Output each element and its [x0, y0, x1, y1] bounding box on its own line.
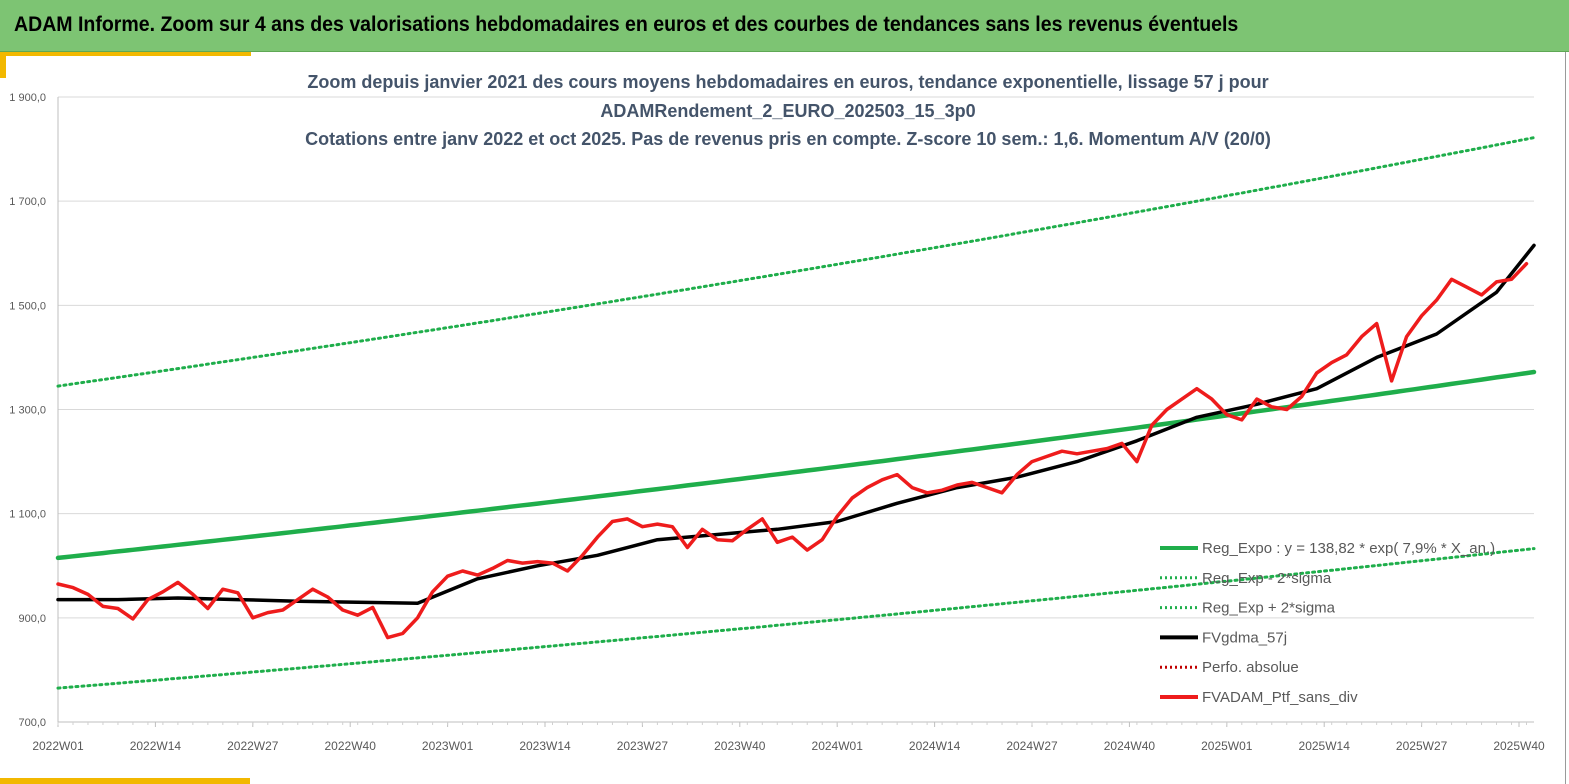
- x-tick-label: 2022W27: [227, 739, 279, 753]
- gridlines: [58, 96, 1534, 723]
- frame-border-right: [1565, 52, 1566, 784]
- y-tick-label: 900,0: [18, 613, 46, 625]
- accent-bar-left: [0, 52, 6, 78]
- x-tick-label: 2025W14: [1299, 739, 1351, 753]
- accent-bar-bottom: [0, 778, 250, 784]
- x-tick-label: 2022W01: [32, 739, 84, 753]
- x-tick-label: 2023W27: [617, 739, 669, 753]
- x-tick-label: 2025W40: [1493, 739, 1545, 753]
- page-title: ADAM Informe. Zoom sur 4 ans des valoris…: [14, 13, 1239, 36]
- x-tick-label: 2024W40: [1104, 739, 1156, 753]
- y-axis: 700,0 900,0 1 100,0 1 300,0 1 500,0 1 700,0 1 …: [9, 92, 59, 729]
- y-tick-label: 1 500,0: [9, 300, 46, 312]
- series-line-fvadam-ptf-sans-div: [56, 261, 1529, 640]
- legend-label: FVADAM_Ptf_sans_div: [1202, 689, 1358, 706]
- x-tick-label: 2024W27: [1006, 739, 1058, 753]
- x-tick-label: 2023W01: [422, 739, 474, 753]
- series-line-reg-exp-2-sigma: [56, 547, 1536, 690]
- chart-title-line-2: ADAMRendement_2_EURO_202503_15_3p0: [600, 101, 975, 121]
- x-tick-label: 2025W01: [1201, 739, 1253, 753]
- accent-bar-top: [6, 52, 251, 56]
- x-tick-label: 2022W14: [130, 739, 182, 753]
- series-line-reg-expo: [55, 369, 1537, 561]
- x-tick-label: 2024W01: [812, 739, 864, 753]
- x-tick-label: 2023W40: [714, 739, 766, 753]
- legend-label: Perfo. absolue: [1202, 659, 1299, 676]
- x-tick-label: 2023W14: [519, 739, 571, 753]
- y-tick-label: 1 700,0: [9, 196, 46, 208]
- chart-title-line-3: Cotations entre janv 2022 et oct 2025. P…: [305, 129, 1271, 149]
- y-tick-label: 1 100,0: [9, 509, 46, 521]
- legend-label: Reg_Exp + 2*sigma: [1202, 600, 1336, 617]
- chart-title-line-1: Zoom depuis janvier 2021 des cours moyen…: [307, 72, 1268, 92]
- x-tick-label: 2025W27: [1396, 739, 1448, 753]
- header-bar: ADAM Informe. Zoom sur 4 ans des valoris…: [0, 0, 1569, 52]
- y-tick-label: 700,0: [18, 717, 46, 729]
- legend-label: Reg_Exp - 2*sigma: [1202, 570, 1332, 587]
- x-tick-label: 2024W14: [909, 739, 961, 753]
- y-tick-label: 1 900,0: [9, 92, 46, 104]
- legend-label: Reg_Expo : y = 138,82 * exp( 7,9% * X_an…: [1202, 540, 1495, 557]
- x-tick-label: 2022W40: [325, 739, 377, 753]
- series-lines: [55, 136, 1537, 690]
- series-line-reg-exp-2-sigma: [56, 136, 1536, 388]
- legend-label: FVgdma_57j: [1202, 629, 1287, 646]
- x-axis: 2022W01 2022W14 2022W27 2022W40 2023W01 2023W…: [32, 721, 1545, 753]
- y-tick-label: 1 300,0: [9, 405, 46, 417]
- legend: Reg_Expo : y = 138,82 * exp( 7,9% * X_an…: [1160, 540, 1495, 706]
- chart-title: Zoom depuis janvier 2021 des cours moyen…: [305, 72, 1271, 149]
